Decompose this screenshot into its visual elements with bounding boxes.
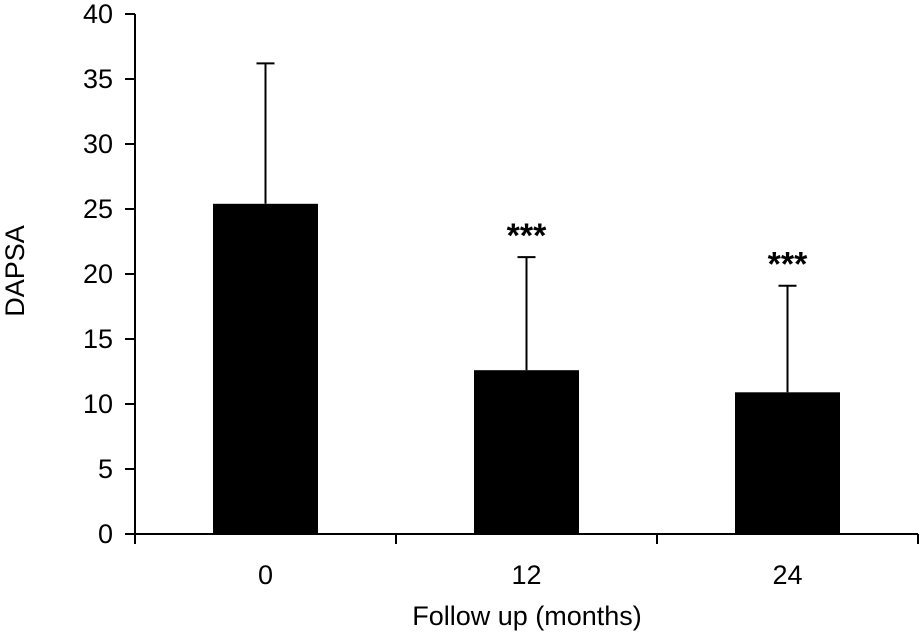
y-tick-label: 15 <box>83 324 113 354</box>
y-tick-label: 20 <box>83 259 113 289</box>
y-tick-label: 5 <box>98 454 113 484</box>
x-tick-label: 24 <box>772 560 802 590</box>
y-tick-label: 25 <box>83 194 113 224</box>
significance-annotations: *** *** <box>507 217 808 284</box>
y-tick-label: 10 <box>83 389 113 419</box>
bars <box>213 203 840 535</box>
y-tick-label: 40 <box>83 0 113 29</box>
bar-24 <box>735 392 840 534</box>
y-tick-label: 30 <box>83 129 113 159</box>
error-bars <box>256 62 797 393</box>
bar-0 <box>213 203 318 535</box>
x-tick-label: 12 <box>511 560 541 590</box>
significance-annotation: *** <box>768 246 808 284</box>
x-axis-title: Follow up (months) <box>412 601 642 631</box>
y-tick-label: 35 <box>83 64 113 94</box>
x-axis: 0 12 24 <box>134 533 919 590</box>
x-tick-label: 0 <box>258 560 273 590</box>
significance-annotation: *** <box>507 217 547 255</box>
bar-12 <box>474 370 579 534</box>
y-axis-title: DAPSA <box>0 225 30 317</box>
y-axis: 0 5 10 15 20 25 30 35 40 <box>83 0 136 549</box>
y-tick-label: 0 <box>98 519 113 549</box>
